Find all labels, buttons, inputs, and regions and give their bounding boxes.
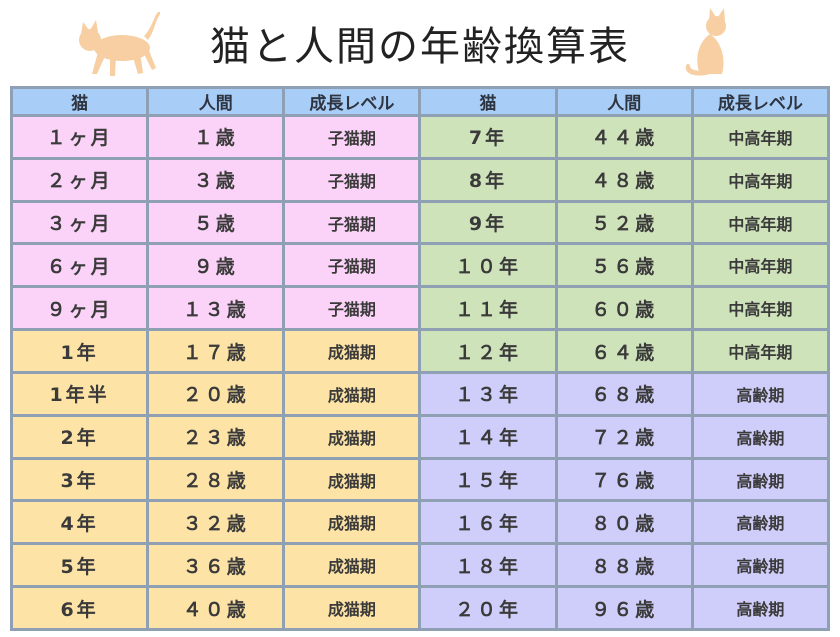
human-age-cell: ５６歳	[557, 245, 691, 286]
cat-age-cell: １８年	[421, 545, 555, 586]
human-age-cell: ７２歳	[557, 416, 691, 457]
cat-age-cell: 9年	[421, 202, 555, 243]
growth-level-cell: 中高年期	[693, 245, 827, 286]
human-age-cell: ６０歳	[557, 288, 691, 329]
growth-level-cell: 子猫期	[285, 245, 419, 286]
table-row: 6年 ４０歳 成猫期 ２０年 ９６歳 高齢期	[13, 588, 827, 628]
human-age-cell: ８８歳	[557, 545, 691, 586]
cat-age-cell: 2年	[13, 416, 147, 457]
growth-level-cell: 高齢期	[693, 416, 827, 457]
column-header-human: 人間	[149, 89, 283, 114]
cat-age-cell: １２年	[421, 331, 555, 371]
human-age-cell: ２８歳	[149, 459, 283, 500]
cat-age-cell: ９ヶ月	[13, 288, 147, 329]
human-age-cell: ６４歳	[557, 331, 691, 371]
walking-cat-icon	[79, 11, 161, 76]
growth-level-cell: 子猫期	[285, 202, 419, 243]
cat-age-cell: 5年	[13, 545, 147, 586]
human-age-cell: ８０歳	[557, 502, 691, 543]
human-age-cell: ６８歳	[557, 373, 691, 414]
growth-level-cell: 中高年期	[693, 288, 827, 329]
column-header-cat: 猫	[421, 89, 555, 114]
column-header-growth-level: 成長レベル	[693, 89, 827, 114]
growth-level-cell: 高齢期	[693, 459, 827, 500]
growth-level-cell: 成猫期	[285, 459, 419, 500]
table-row: 1年 １７歳 成猫期 １２年 ６４歳 中高年期	[13, 331, 827, 371]
table-row: １ヶ月 １歳 子猫期 7年 ４４歳 中高年期	[13, 117, 827, 157]
growth-level-cell: 高齢期	[693, 588, 827, 628]
growth-level-cell: 中高年期	[693, 117, 827, 157]
age-conversion-table-frame: 猫 人間 成長レベル 猫 人間 成長レベル １ヶ月 １歳 子猫期 7年 ４４歳 中高年期 ２…	[10, 86, 830, 631]
cat-age-cell: 3年	[13, 459, 147, 500]
human-age-cell: ２０歳	[149, 373, 283, 414]
growth-level-cell: 成猫期	[285, 416, 419, 457]
human-age-cell: ４４歳	[557, 117, 691, 157]
cat-age-cell: １６年	[421, 502, 555, 543]
table-row: 5年 ３６歳 成猫期 １８年 ８８歳 高齢期	[13, 545, 827, 586]
growth-level-cell: 成猫期	[285, 588, 419, 628]
human-age-cell: ５２歳	[557, 202, 691, 243]
table-row: 1年半 ２０歳 成猫期 １３年 ６８歳 高齢期	[13, 373, 827, 414]
cat-age-cell: １０年	[421, 245, 555, 286]
growth-level-cell: 高齢期	[693, 545, 827, 586]
cat-age-cell: ２ヶ月	[13, 159, 147, 200]
table-header-row: 猫 人間 成長レベル 猫 人間 成長レベル	[13, 89, 827, 114]
cat-age-cell: 8年	[421, 159, 555, 200]
growth-level-cell: 成猫期	[285, 331, 419, 371]
cat-age-cell: 6年	[13, 588, 147, 628]
human-age-cell: ４０歳	[149, 588, 283, 628]
sitting-cat-icon	[685, 8, 726, 76]
page-header: 猫と人間の年齢換算表	[0, 0, 840, 86]
cat-age-cell: １１年	[421, 288, 555, 329]
growth-level-cell: 高齢期	[693, 373, 827, 414]
cat-age-cell: 7年	[421, 117, 555, 157]
human-age-cell: ３歳	[149, 159, 283, 200]
growth-level-cell: 成猫期	[285, 373, 419, 414]
growth-level-cell: 子猫期	[285, 159, 419, 200]
growth-level-cell: 成猫期	[285, 502, 419, 543]
growth-level-cell: 中高年期	[693, 202, 827, 243]
human-age-cell: ７６歳	[557, 459, 691, 500]
page-title: 猫と人間の年齢換算表	[210, 24, 630, 70]
cat-age-cell: １３年	[421, 373, 555, 414]
table-row: 3年 ２８歳 成猫期 １５年 ７６歳 高齢期	[13, 459, 827, 500]
growth-level-cell: 成猫期	[285, 545, 419, 586]
growth-level-cell: 高齢期	[693, 502, 827, 543]
human-age-cell: ９６歳	[557, 588, 691, 628]
table-row: 4年 ３２歳 成猫期 １６年 ８０歳 高齢期	[13, 502, 827, 543]
human-age-cell: ２３歳	[149, 416, 283, 457]
cat-age-cell: ６ヶ月	[13, 245, 147, 286]
human-age-cell: １７歳	[149, 331, 283, 371]
table-row: 2年 ２３歳 成猫期 １４年 ７２歳 高齢期	[13, 416, 827, 457]
cat-age-cell: １ヶ月	[13, 117, 147, 157]
column-header-human: 人間	[557, 89, 691, 114]
human-age-cell: ９歳	[149, 245, 283, 286]
cat-age-cell: ３ヶ月	[13, 202, 147, 243]
growth-level-cell: 子猫期	[285, 288, 419, 329]
column-header-cat: 猫	[13, 89, 147, 114]
human-age-cell: １３歳	[149, 288, 283, 329]
age-conversion-table: 猫 人間 成長レベル 猫 人間 成長レベル １ヶ月 １歳 子猫期 7年 ４４歳 中高年期 ２…	[10, 86, 830, 631]
human-age-cell: １歳	[149, 117, 283, 157]
growth-level-cell: 中高年期	[693, 159, 827, 200]
table-row: ６ヶ月 ９歳 子猫期 １０年 ５６歳 中高年期	[13, 245, 827, 286]
cat-age-cell: １５年	[421, 459, 555, 500]
human-age-cell: ３６歳	[149, 545, 283, 586]
human-age-cell: ３２歳	[149, 502, 283, 543]
cat-age-cell: ２０年	[421, 588, 555, 628]
growth-level-cell: 中高年期	[693, 331, 827, 371]
column-header-growth-level: 成長レベル	[285, 89, 419, 114]
growth-level-cell: 子猫期	[285, 117, 419, 157]
human-age-cell: ４８歳	[557, 159, 691, 200]
cat-age-cell: 1年半	[13, 373, 147, 414]
table-row: ３ヶ月 ５歳 子猫期 9年 ５２歳 中高年期	[13, 202, 827, 243]
human-age-cell: ５歳	[149, 202, 283, 243]
table-row: ２ヶ月 ３歳 子猫期 8年 ４８歳 中高年期	[13, 159, 827, 200]
cat-age-cell: 4年	[13, 502, 147, 543]
table-row: ９ヶ月 １３歳 子猫期 １１年 ６０歳 中高年期	[13, 288, 827, 329]
cat-age-cell: 1年	[13, 331, 147, 371]
cat-age-cell: １４年	[421, 416, 555, 457]
